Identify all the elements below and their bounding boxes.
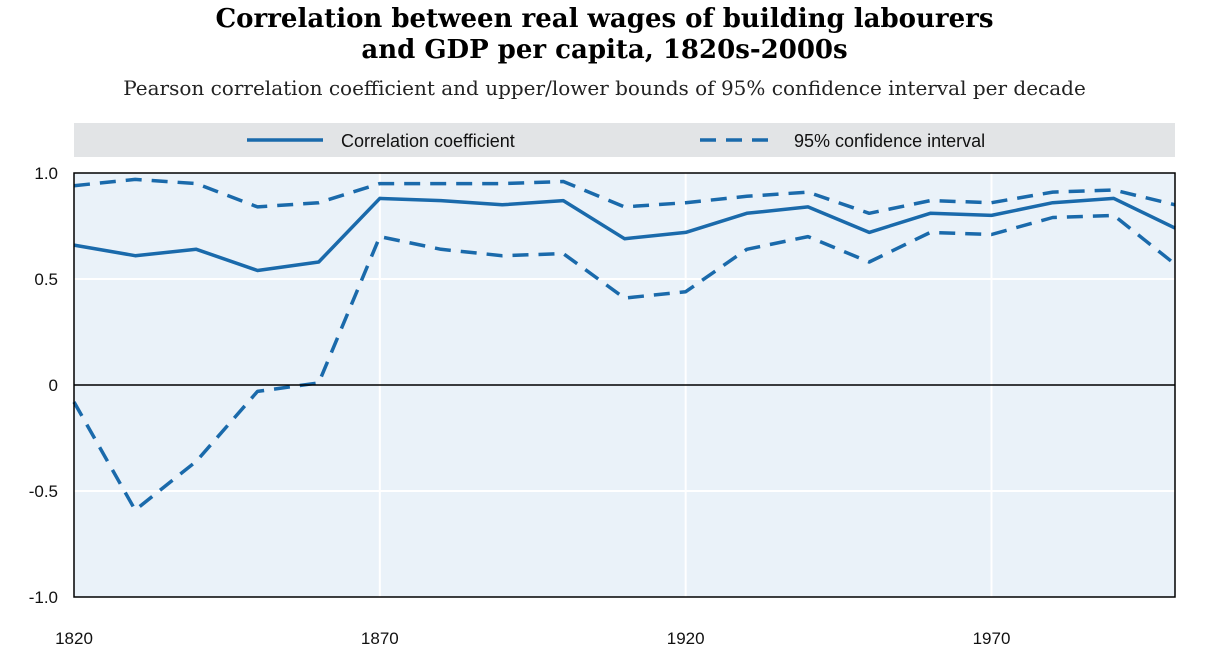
y-tick-label: -1.0 — [29, 588, 58, 607]
y-axis-labels: 1.0 0.5 0 -0.5 -1.0 — [29, 164, 58, 607]
series-lines — [72, 177, 1177, 512]
x-tick-label: 1820 — [55, 629, 93, 648]
chart-title-line-1: Correlation between real wages of buildi… — [215, 4, 994, 34]
series-correlation-coefficient — [73, 196, 1176, 273]
x-tick-label: 1970 — [973, 629, 1011, 648]
x-axis-labels: 1820 1870 1920 1970 — [55, 629, 1010, 648]
chart-title: Correlation between real wages of buildi… — [0, 4, 1209, 66]
legend-label-correlation: Correlation coefficient — [341, 131, 515, 151]
y-tick-label: -0.5 — [29, 482, 58, 501]
y-tick-label: 0.5 — [34, 270, 58, 289]
legend-label-confidence: 95% confidence interval — [794, 131, 985, 151]
series-ci-lower-bound — [72, 213, 1177, 512]
y-tick-label: 0 — [49, 376, 58, 395]
chart-subtitle: Pearson correlation coefficient and uppe… — [123, 76, 1086, 100]
plot-border — [73, 172, 1176, 598]
chart-title-line-2: and GDP per capita, 1820s-2000s — [361, 35, 848, 65]
x-tick-label: 1870 — [361, 629, 399, 648]
legend-background — [74, 123, 1175, 157]
x-tick-label: 1920 — [667, 629, 705, 648]
series-ci-upper-bound — [73, 177, 1176, 216]
y-tick-label: 1.0 — [34, 164, 58, 183]
